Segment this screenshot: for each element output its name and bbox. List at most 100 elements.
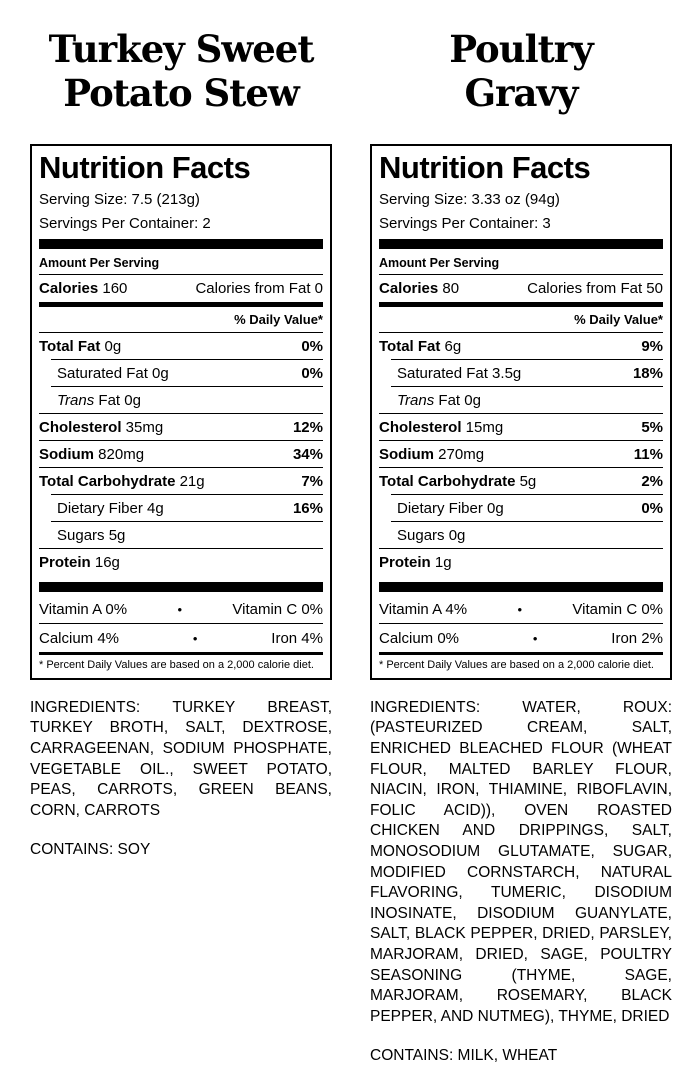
nutrient-row-cholesterol: Cholesterol 15mg 5% (379, 412, 663, 440)
serving-size: Serving Size: 3.33 oz (94g) (379, 190, 560, 208)
bullet-separator: • (192, 630, 198, 646)
nutrient-percent: 5% (641, 418, 663, 436)
nutrient-name: Protein 1g (379, 553, 452, 571)
product-column-poultry-gravy: Poultry Gravy Nutrition Facts Serving Si… (370, 22, 672, 1065)
nutrient-percent: 0% (641, 499, 663, 517)
nutrient-row-protein: Protein 16g (39, 547, 323, 575)
ingredients-text: INGREDIENTS: TURKEY BREAST, TURKEY BROTH… (30, 698, 332, 819)
nutrient-row-saturated-fat: Saturated Fat 0g 0% (51, 358, 323, 386)
nutrient-name: Cholesterol 35mg (39, 418, 164, 436)
calories-from-fat: Calories from Fat 50 (527, 279, 663, 297)
thick-divider-bar (39, 238, 323, 249)
calories-row: Calories 160 Calories from Fat 0 (39, 275, 323, 302)
micronutrient-right: Iron 4% (271, 629, 323, 647)
nutrient-row-total-fat: Total Fat 6g 9% (379, 331, 663, 359)
thick-divider-bar (379, 581, 663, 592)
daily-value-footnote: * Percent Daily Values are based on a 2,… (379, 651, 663, 673)
nutrition-facts-panel: Nutrition Facts Serving Size: 3.33 oz (9… (370, 144, 672, 680)
nutrient-row-sodium: Sodium 820mg 34% (39, 439, 323, 467)
micronutrient-left: Vitamin A 4% (379, 600, 468, 618)
nutrient-row-dietary-fiber: Dietary Fiber 0g 0% (391, 493, 663, 521)
micronutrient-left: Vitamin A 0% (39, 600, 128, 618)
micronutrient-left: Calcium 4% (39, 629, 120, 647)
nutrient-percent: 9% (641, 337, 663, 355)
nutrient-name: Trans Fat 0g (57, 391, 141, 409)
nutrient-percent: 0% (301, 364, 323, 382)
calories-row: Calories 80 Calories from Fat 50 (379, 275, 663, 302)
micronutrient-row-minerals: Calcium 4% • Iron 4% (39, 622, 323, 652)
nutrient-row-cholesterol: Cholesterol 35mg 12% (39, 412, 323, 440)
nutrient-row-saturated-fat: Saturated Fat 3.5g 18% (391, 358, 663, 386)
nutrient-row-trans-fat: Trans Fat 0g (391, 385, 663, 413)
nutrient-name: Saturated Fat 0g (57, 364, 169, 382)
nutrient-name: Dietary Fiber 4g (57, 499, 164, 517)
nutrition-facts-heading: Nutrition Facts (39, 150, 251, 185)
micronutrient-right: Vitamin C 0% (232, 600, 323, 618)
nutrient-name: Total Carbohydrate 5g (379, 472, 537, 490)
product-title: Poultry Gravy (370, 22, 672, 122)
thick-divider-bar (39, 581, 323, 592)
allergen-statement: CONTAINS: SOY (30, 841, 151, 859)
nutrient-name: Total Fat 6g (379, 337, 462, 355)
nutrient-name: Saturated Fat 3.5g (397, 364, 522, 382)
ingredients-text: INGREDIENTS: WATER, ROUX: (PASTEURIZED C… (370, 698, 672, 1025)
nutrient-name: Dietary Fiber 0g (397, 499, 504, 517)
nutrient-row-sugars: Sugars 5g (51, 520, 323, 548)
medium-divider-bar (39, 301, 323, 307)
nutrient-name: Sodium 270mg (379, 445, 485, 463)
micronutrient-row-vitamins: Vitamin A 4% • Vitamin C 0% (379, 595, 663, 623)
thick-divider-bar (379, 238, 663, 249)
nutrient-percent: 11% (633, 445, 663, 463)
nutrient-percent: 16% (292, 499, 323, 517)
nutrient-percent: 34% (292, 445, 323, 463)
product-title: Turkey Sweet Potato Stew (30, 22, 332, 122)
micronutrient-left: Calcium 0% (379, 629, 460, 647)
daily-value-header: % Daily Value* (574, 311, 663, 327)
product-title-line2: Potato Stew (63, 71, 299, 115)
nutrient-name: Total Carbohydrate 21g (39, 472, 205, 490)
nutrient-name: Sugars 0g (397, 526, 466, 544)
nutrient-row-dietary-fiber: Dietary Fiber 4g 16% (51, 493, 323, 521)
bullet-separator: • (517, 601, 523, 617)
bullet-separator: • (532, 630, 538, 646)
nutrient-name: Trans Fat 0g (397, 391, 481, 409)
nutrient-name: Sodium 820mg (39, 445, 145, 463)
nutrient-percent: 7% (301, 472, 323, 490)
product-column-turkey-sweet-potato-stew: Turkey Sweet Potato Stew Nutrition Facts… (30, 22, 332, 1065)
micronutrient-right: Iron 2% (611, 629, 663, 647)
nutrition-facts-heading: Nutrition Facts (379, 150, 591, 185)
calories-from-fat: Calories from Fat 0 (195, 279, 323, 297)
daily-value-footnote: * Percent Daily Values are based on a 2,… (39, 651, 323, 673)
nutrient-percent: 12% (292, 418, 323, 436)
calories-label: Calories 160 (39, 279, 128, 297)
nutrient-row-total-carbohydrate: Total Carbohydrate 21g 7% (39, 466, 323, 494)
micronutrient-row-minerals: Calcium 0% • Iron 2% (379, 622, 663, 652)
product-title-line1: Poultry (449, 27, 594, 72)
nutrient-percent: 0% (301, 337, 323, 355)
calories-label: Calories 80 (379, 279, 460, 297)
nutrient-name: Protein 16g (39, 553, 120, 571)
nutrient-percent: 18% (632, 364, 663, 382)
micronutrient-row-vitamins: Vitamin A 0% • Vitamin C 0% (39, 595, 323, 623)
nutrient-row-trans-fat: Trans Fat 0g (51, 385, 323, 413)
nutrient-row-total-carbohydrate: Total Carbohydrate 5g 2% (379, 466, 663, 494)
nutrient-row-total-fat: Total Fat 0g 0% (39, 331, 323, 359)
nutrient-name: Total Fat 0g (39, 337, 122, 355)
micronutrient-right: Vitamin C 0% (572, 600, 663, 618)
amount-per-serving-label: Amount Per Serving (379, 252, 663, 275)
amount-per-serving-label: Amount Per Serving (39, 252, 323, 275)
servings-per-container: Servings Per Container: 3 (379, 214, 551, 232)
nutrient-row-protein: Protein 1g (379, 547, 663, 575)
nutrient-name: Cholesterol 15mg (379, 418, 504, 436)
nutrient-percent: 2% (641, 472, 663, 490)
nutrition-facts-panel: Nutrition Facts Serving Size: 7.5 (213g)… (30, 144, 332, 680)
daily-value-header: % Daily Value* (234, 311, 323, 327)
product-title-line1: Turkey Sweet (48, 27, 315, 72)
medium-divider-bar (379, 301, 663, 307)
serving-size: Serving Size: 7.5 (213g) (39, 190, 200, 208)
nutrient-row-sugars: Sugars 0g (391, 520, 663, 548)
servings-per-container: Servings Per Container: 2 (39, 214, 211, 232)
allergen-statement: CONTAINS: MILK, WHEAT (370, 1047, 558, 1065)
bullet-separator: • (177, 601, 183, 617)
